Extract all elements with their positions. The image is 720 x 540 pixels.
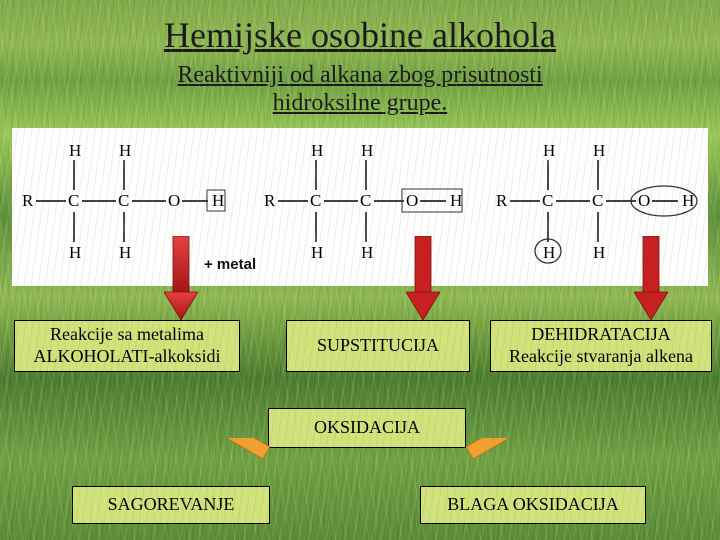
atom-H: H — [450, 191, 462, 210]
arrow-down-2 — [406, 236, 440, 322]
atom-H: H — [543, 243, 555, 262]
atom-H: H — [119, 243, 131, 262]
atom-H: H — [69, 243, 81, 262]
atom-O: O — [638, 191, 650, 210]
box-dehidratacija-line2: Reakcije stvaranja alkena — [509, 346, 693, 368]
atom-H: H — [361, 141, 373, 160]
box-oksidacija-text: OKSIDACIJA — [314, 417, 420, 439]
arrow-diag-right — [456, 438, 546, 494]
box-dehidratacija: DEHIDRATACIJA Reakcije stvaranja alkena — [490, 320, 712, 372]
atom-C: C — [542, 191, 553, 210]
atom-R: R — [22, 191, 34, 210]
box-alkoholati-line2: ALKOHOLATI-alkoksidi — [34, 346, 221, 368]
atom-H: H — [593, 141, 605, 160]
atom-H: H — [69, 141, 81, 160]
box-sagorevanje-text: SAGOREVANJE — [108, 494, 235, 516]
chem-structures: R C H H C H H O H — [12, 128, 708, 286]
chemistry-panel: R C H H C H H O H — [12, 128, 708, 286]
atom-C: C — [118, 191, 129, 210]
box-supstitucija-text: SUPSTITUCIJA — [317, 335, 439, 357]
box-dehidratacija-line1: DEHIDRATACIJA — [531, 324, 671, 346]
subtitle-line2: hidroksilne grupe. — [273, 90, 448, 116]
atom-O: O — [168, 191, 180, 210]
metal-label: + metal — [204, 256, 256, 273]
atom-H: H — [543, 141, 555, 160]
atom-H: H — [593, 243, 605, 262]
atom-H: H — [212, 191, 224, 210]
box-oksidacija: OKSIDACIJA — [268, 408, 466, 448]
arrow-down-3 — [634, 236, 668, 322]
atom-H: H — [361, 243, 373, 262]
atom-H: H — [119, 141, 131, 160]
atom-H: H — [311, 141, 323, 160]
arrow-down-1 — [164, 236, 198, 322]
box-alkoholati: Reakcije sa metalima ALKOHOLATI-alkoksid… — [14, 320, 240, 372]
box-blaga-text: BLAGA OKSIDACIJA — [447, 494, 619, 516]
atom-C: C — [68, 191, 79, 210]
arrow-diag-left — [190, 438, 280, 494]
box-alkoholati-line1: Reakcije sa metalima — [50, 324, 204, 346]
atom-R: R — [264, 191, 276, 210]
box-supstitucija: SUPSTITUCIJA — [286, 320, 470, 372]
atom-H: H — [311, 243, 323, 262]
subtitle-line1: Reaktivniji od alkana zbog prisutnosti — [177, 62, 542, 88]
atom-O: O — [406, 191, 418, 210]
atom-C: C — [592, 191, 603, 210]
atom-R: R — [496, 191, 508, 210]
page-subtitle: Reaktivniji od alkana zbog prisutnosti h… — [0, 62, 720, 117]
atom-C: C — [310, 191, 321, 210]
page-title: Hemijske osobine alkohola — [0, 14, 720, 56]
atom-C: C — [360, 191, 371, 210]
